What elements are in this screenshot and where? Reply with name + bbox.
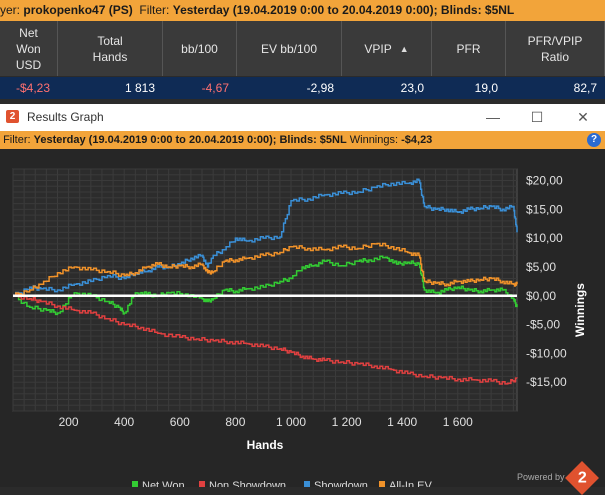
legend-label: Net Won bbox=[142, 480, 185, 487]
x-tick-label: 800 bbox=[225, 415, 245, 429]
x-tick-label: 400 bbox=[114, 415, 134, 429]
column-header-0[interactable]: Net Won USD bbox=[0, 21, 58, 76]
x-tick-label: 1 600 bbox=[443, 415, 473, 429]
legend-swatch bbox=[132, 481, 138, 487]
player-name[interactable]: prokopenko47 (PS) bbox=[23, 3, 133, 17]
column-header-text: Net bbox=[19, 25, 38, 40]
legend-swatch bbox=[304, 481, 310, 487]
legend-label: Showdown bbox=[314, 480, 368, 487]
column-header-text: VPIP bbox=[364, 41, 392, 56]
column-header-text: bb/100 bbox=[181, 41, 218, 56]
legend-swatch bbox=[199, 481, 205, 487]
column-header-text: EV bb/100 bbox=[260, 41, 318, 56]
table-cell-3: -2,98 bbox=[306, 81, 334, 95]
results-chart-svg: 200 400 600 800 1 000 1 200 1 400 1 600 $20,00 $1… bbox=[12, 168, 587, 492]
graph-filter-label: Filter: bbox=[3, 134, 31, 146]
y-tick-label: $10,00 bbox=[526, 231, 563, 245]
x-tick-label: 600 bbox=[170, 415, 190, 429]
winnings-label: Winnings: bbox=[349, 134, 399, 146]
powered-by-label: Powered by bbox=[517, 472, 565, 482]
stats-table-header: Net Won USD Total Hands bb/100 EV bb/100 VPIP ▲ P… bbox=[0, 21, 605, 76]
results-chart: 200 400 600 800 1 000 1 200 1 400 1 600 $20,00 $1… bbox=[0, 149, 605, 492]
series-line-showdown bbox=[13, 178, 518, 297]
maximize-button[interactable]: ☐ bbox=[530, 109, 544, 125]
column-header-3[interactable]: EV bb/100 bbox=[237, 21, 342, 76]
y-tick-label: -$10,00 bbox=[526, 346, 567, 360]
series-line-net-won bbox=[13, 255, 518, 316]
filter-value[interactable]: Yesterday (19.04.2019 0:00 to 20.04.2019… bbox=[172, 3, 515, 17]
column-header-text: PFR/VPIP bbox=[527, 33, 583, 48]
graph-filter-bar: Filter: Yesterday (19.04.2019 0:00 to 20… bbox=[0, 131, 605, 149]
column-header-4[interactable]: VPIP ▲ bbox=[342, 21, 432, 76]
x-tick-label: 200 bbox=[59, 415, 79, 429]
column-header-6[interactable]: PFR/VPIP Ratio bbox=[506, 21, 605, 76]
y-tick-label: $15,00 bbox=[526, 202, 563, 216]
column-header-text: PFR bbox=[456, 41, 481, 56]
app-logo-icon: 2 bbox=[6, 110, 19, 123]
y-tick-label: $0,00 bbox=[526, 289, 556, 303]
player-filter-bar: yer: prokopenko47 (PS) Filter: Yesterday… bbox=[0, 0, 605, 21]
x-axis-label: Hands bbox=[247, 438, 284, 452]
player-prefix: yer: bbox=[0, 3, 21, 17]
x-tick-label: 1 200 bbox=[332, 415, 362, 429]
series-line-all-in-ev bbox=[13, 242, 518, 297]
series-line-non-showdown bbox=[13, 293, 518, 385]
window-titlebar[interactable]: 2 Results Graph — ☐ ✕ bbox=[0, 104, 605, 131]
close-button[interactable]: ✕ bbox=[577, 109, 589, 125]
table-cell-0: -$4,23 bbox=[15, 81, 50, 95]
window-title: Results Graph bbox=[27, 110, 104, 124]
table-cell-5: 19,0 bbox=[474, 81, 498, 95]
filter-label: Filter: bbox=[139, 3, 170, 17]
legend-label: All-In EV bbox=[389, 480, 432, 487]
y-axis-label: Winnings bbox=[573, 283, 587, 337]
legend-swatch bbox=[379, 481, 385, 487]
stats-table-row[interactable]: -$4,23 1 813 -4,67 -2,98 23,0 19,0 82,7 bbox=[0, 77, 605, 99]
column-header-text: USD bbox=[15, 57, 42, 72]
x-tick-label: 1 400 bbox=[387, 415, 417, 429]
results-graph-window: 2 Results Graph — ☐ ✕ Filter: Yesterday … bbox=[0, 104, 605, 495]
y-tick-label: -$5,00 bbox=[526, 318, 560, 332]
table-cell-2: -4,67 bbox=[201, 81, 229, 95]
winnings-value: -$4,23 bbox=[401, 134, 433, 146]
column-header-text: Hands bbox=[92, 49, 128, 64]
table-cell-4: 23,0 bbox=[400, 81, 424, 95]
sort-ascending-icon: ▲ bbox=[399, 43, 409, 54]
minimize-button[interactable]: — bbox=[486, 109, 500, 125]
x-tick-label: 1 000 bbox=[276, 415, 306, 429]
help-icon[interactable]: ? bbox=[587, 133, 601, 147]
column-header-1[interactable]: Total Hands bbox=[58, 21, 163, 76]
column-header-5[interactable]: PFR bbox=[432, 21, 506, 76]
table-cell-6: 82,7 bbox=[573, 81, 597, 95]
y-tick-label: $20,00 bbox=[526, 174, 563, 188]
column-header-text: Ratio bbox=[540, 49, 569, 64]
graph-filter-value[interactable]: Yesterday (19.04.2019 0:00 to 20.04.2019… bbox=[33, 134, 347, 146]
y-tick-label: -$15,00 bbox=[526, 375, 567, 389]
y-tick-label: $5,00 bbox=[526, 260, 556, 274]
column-header-text: Total bbox=[97, 33, 123, 48]
column-header-text: Won bbox=[16, 41, 41, 56]
table-cell-1: 1 813 bbox=[124, 81, 155, 95]
legend-label: Non Showdown bbox=[209, 480, 286, 487]
column-header-2[interactable]: bb/100 bbox=[163, 21, 237, 76]
